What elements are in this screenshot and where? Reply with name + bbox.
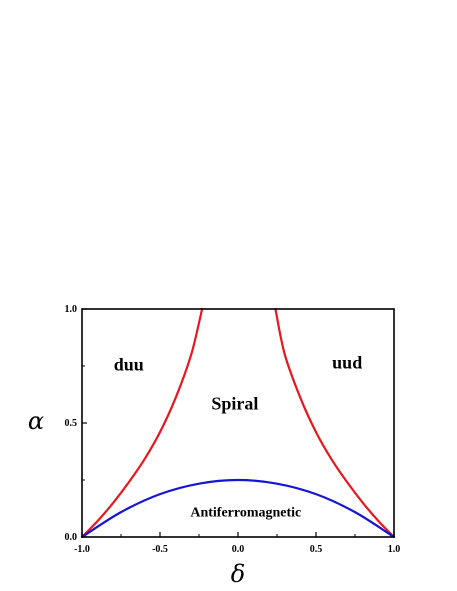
curves-layer	[80, 307, 396, 539]
x-tick-label: -1.0	[74, 544, 90, 555]
x-tick-label: 0.0	[232, 544, 245, 555]
series-2-line	[274, 307, 396, 539]
region-label: Spiral	[211, 393, 258, 413]
series-3-line	[80, 478, 396, 539]
region-label: uud	[332, 352, 362, 372]
x-tick-label: 1.0	[388, 544, 401, 555]
series-1-line	[80, 307, 204, 539]
region-label: duu	[114, 355, 144, 375]
y-tick-label: 1.0	[65, 304, 78, 315]
plot-frame	[81, 308, 395, 538]
x-tick-label: -0.5	[152, 544, 168, 555]
region-label: Antiferromagnetic	[190, 505, 301, 520]
annotations-layer: duu uud Spiral Antiferromagnetic	[114, 352, 362, 520]
y-tick-label: 0.5	[65, 418, 78, 429]
x-axis-title: δ	[231, 560, 245, 588]
y-axis-title: α	[28, 407, 44, 435]
x-tick-label: 0.5	[310, 544, 323, 555]
y-tick-label: 0.0	[65, 532, 78, 543]
ticks-layer: -1.0 -0.5 0.0 0.5 1.0 0.0 0.5 1.0	[65, 304, 401, 555]
